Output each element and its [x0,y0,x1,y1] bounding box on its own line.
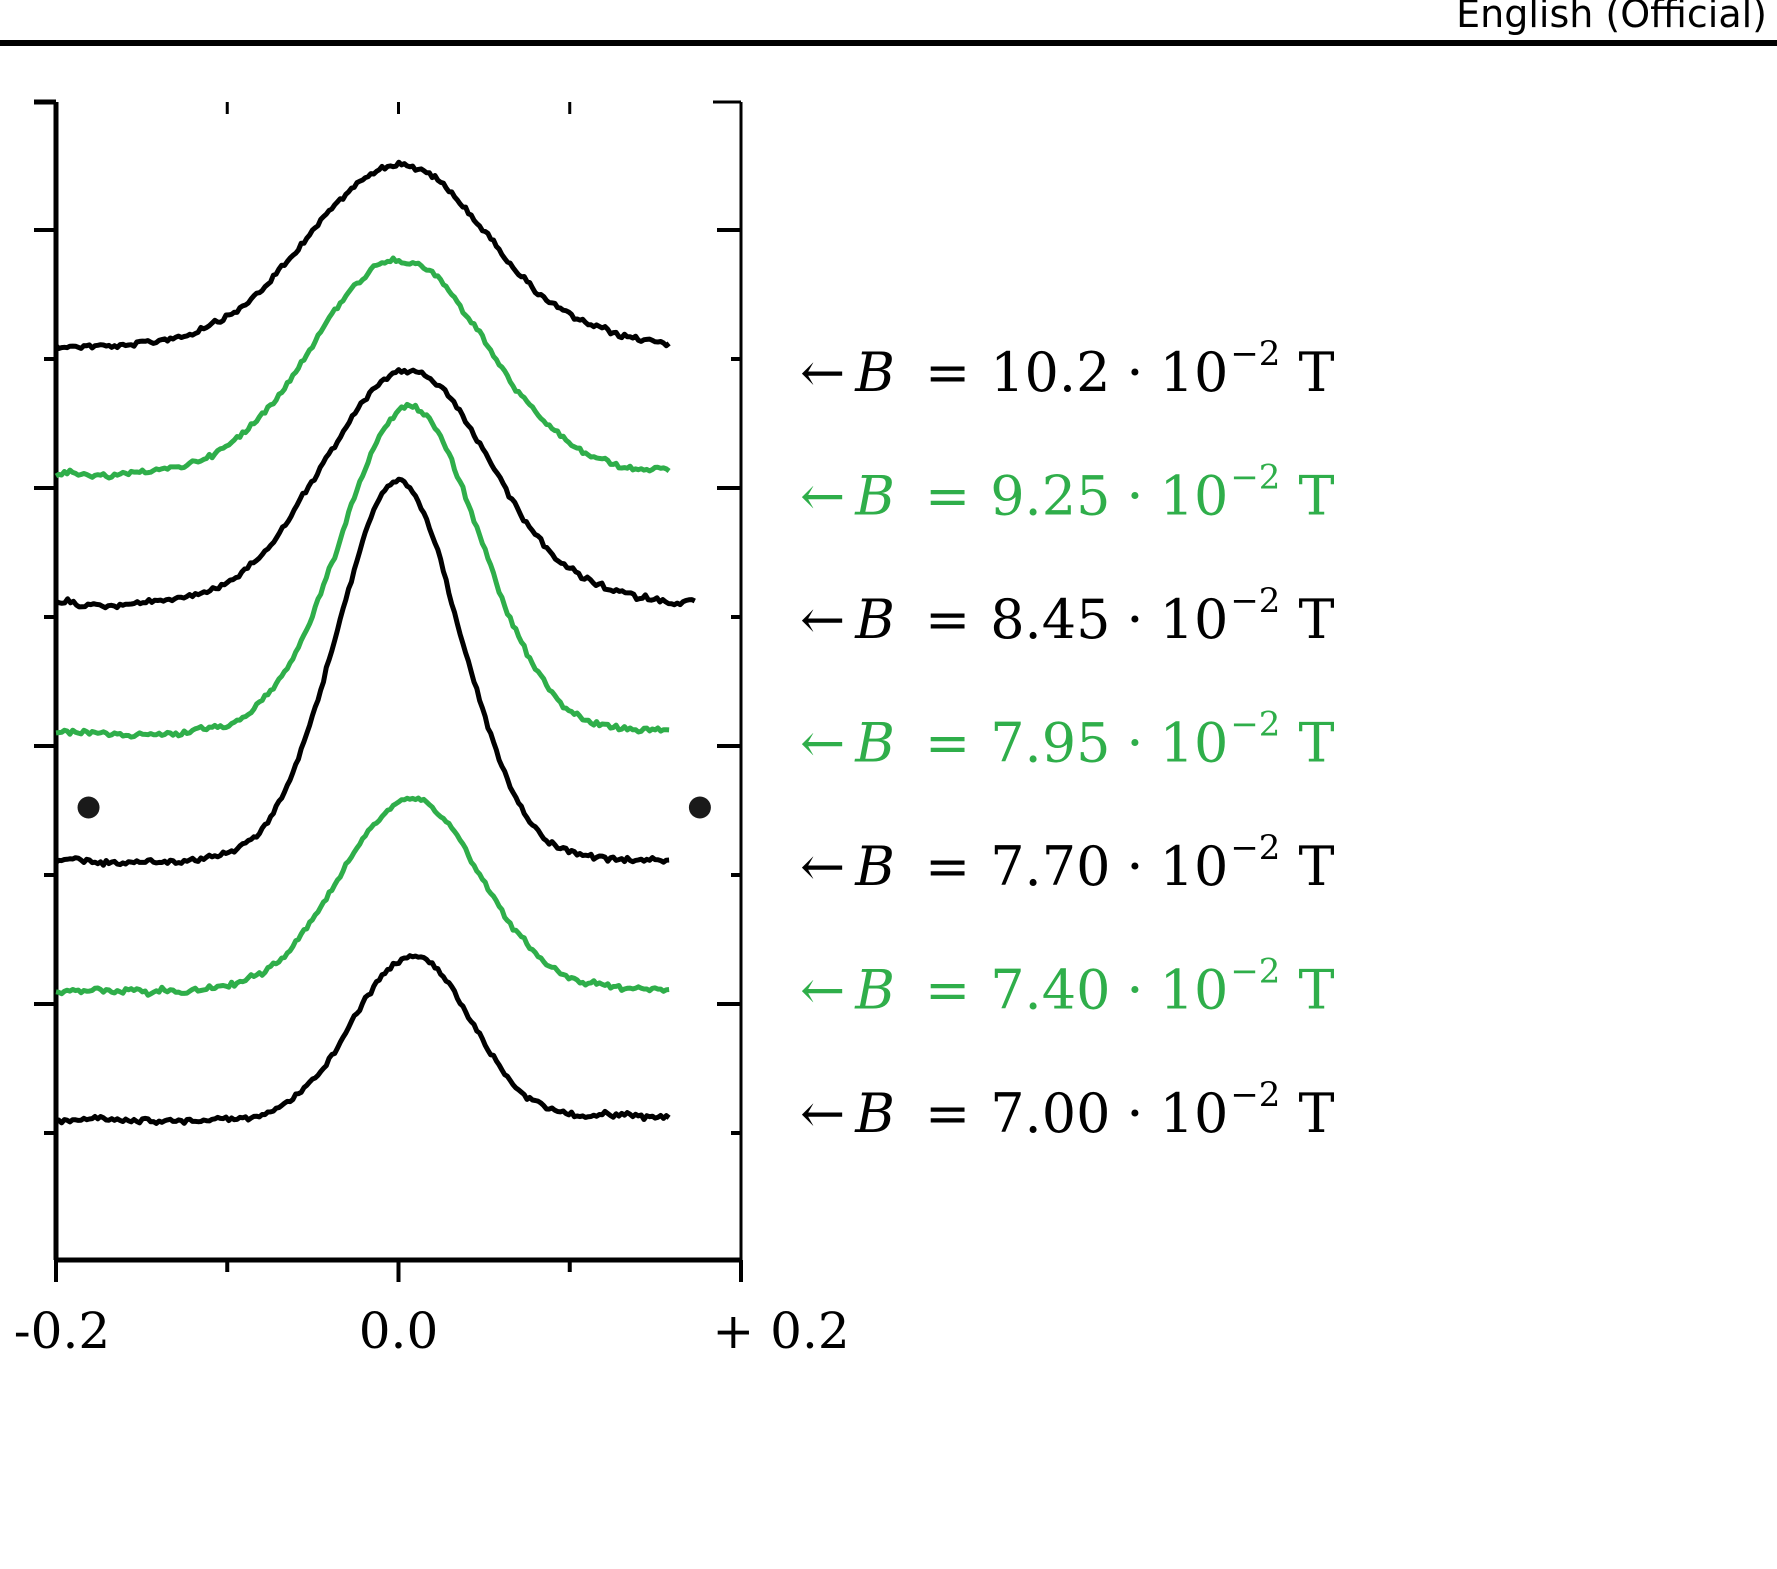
legend-base: 10 [1160,959,1229,1022]
legend-value: 8.45 [990,588,1110,651]
marker-dot [688,796,711,819]
legend-exp: −2 [1230,828,1280,868]
legend-base: 10 [1160,1082,1229,1145]
series-line [54,953,671,1126]
legend-eq: = [925,835,970,898]
legend-symbol: B [854,588,895,651]
chart-markers [77,796,711,819]
legend-eq: = [925,959,970,1022]
legend-dot: · [1126,341,1143,404]
series-line [55,795,670,998]
legend-symbol: B [854,712,895,775]
legend-entry: ← B = 7.70 · 10−2 T [800,828,1334,898]
legend-symbol: B [854,465,895,528]
legend-unit: T [1298,835,1334,898]
legend-value: 9.25 [990,465,1110,528]
series-line [54,159,671,351]
legend-unit: T [1298,465,1334,528]
legend-symbol: B [854,959,895,1022]
legend-value: 7.95 [990,712,1110,775]
legend-eq: = [925,588,970,651]
legend-base: 10 [1160,835,1229,898]
series-line [54,255,671,481]
legend-symbol: B [854,1082,895,1145]
legend-unit: T [1298,341,1334,404]
legend-exp: −2 [1230,952,1280,992]
x-tick-labels: -0.2 0.0 + 0.2 [14,1302,850,1360]
legend-base: 10 [1160,712,1229,775]
header-label: English (Official) [1456,0,1767,36]
legend-entry: ← B = 9.25 · 10−2 T [800,458,1334,528]
series-line [54,367,696,611]
header-rule [0,40,1777,46]
legend-dot: · [1126,465,1143,528]
series-line [55,401,670,740]
legend-entry: ← B = 7.95 · 10−2 T [800,705,1334,775]
legend-entry: ← B = 7.40 · 10−2 T [800,952,1334,1022]
series-line [54,476,670,868]
legend-exp: −2 [1230,1075,1280,1115]
legend-eq: = [925,1082,970,1145]
legend-eq: = [925,712,970,775]
legend-arrow: ← [800,712,845,775]
legend-unit: T [1298,1082,1334,1145]
legend-arrow: ← [800,1082,845,1145]
legend-unit: T [1298,588,1334,651]
legend-base: 10 [1160,588,1229,651]
legend-base: 10 [1160,465,1229,528]
legend-dot: · [1126,1082,1143,1145]
legend-value: 7.40 [990,959,1110,1022]
chart-axes [34,99,743,1282]
x-tick-label: 0.0 [359,1302,439,1360]
legend-exp: −2 [1230,334,1280,374]
legend-value: 7.00 [990,1082,1110,1145]
legend-dot: · [1126,835,1143,898]
chart-series [54,159,696,1126]
legend-dot: · [1126,712,1143,775]
legend-arrow: ← [800,465,845,528]
marker-dot [77,796,100,819]
legend-value: 10.2 [990,341,1110,404]
legend-dot: · [1126,959,1143,1022]
legend-exp: −2 [1230,581,1280,621]
legend-exp: −2 [1230,458,1280,498]
legend-exp: −2 [1230,705,1280,745]
legend-arrow: ← [800,835,845,898]
legend-arrow: ← [800,341,845,404]
legend-arrow: ← [800,959,845,1022]
legend-eq: = [925,341,970,404]
legend-symbol: B [854,341,895,404]
x-tick-label: + 0.2 [712,1302,849,1360]
legend-entry: ← B = 8.45 · 10−2 T [800,581,1334,651]
legend-value: 7.70 [990,835,1110,898]
legend-unit: T [1298,712,1334,775]
legend-dot: · [1126,588,1143,651]
legend-entry: ← B = 7.00 · 10−2 T [800,1075,1334,1145]
legend-base: 10 [1160,341,1229,404]
legend-eq: = [925,465,970,528]
x-tick-label: -0.2 [14,1302,110,1360]
legend-arrow: ← [800,588,845,651]
chart-legend: ← B = 10.2 · 10−2 T← B = 9.25 · 10−2 T← B = 8.45 · 10−2 T←… [800,334,1334,1145]
legend-unit: T [1298,959,1334,1022]
legend-entry: ← B = 10.2 · 10−2 T [800,334,1334,404]
legend-symbol: B [854,835,895,898]
